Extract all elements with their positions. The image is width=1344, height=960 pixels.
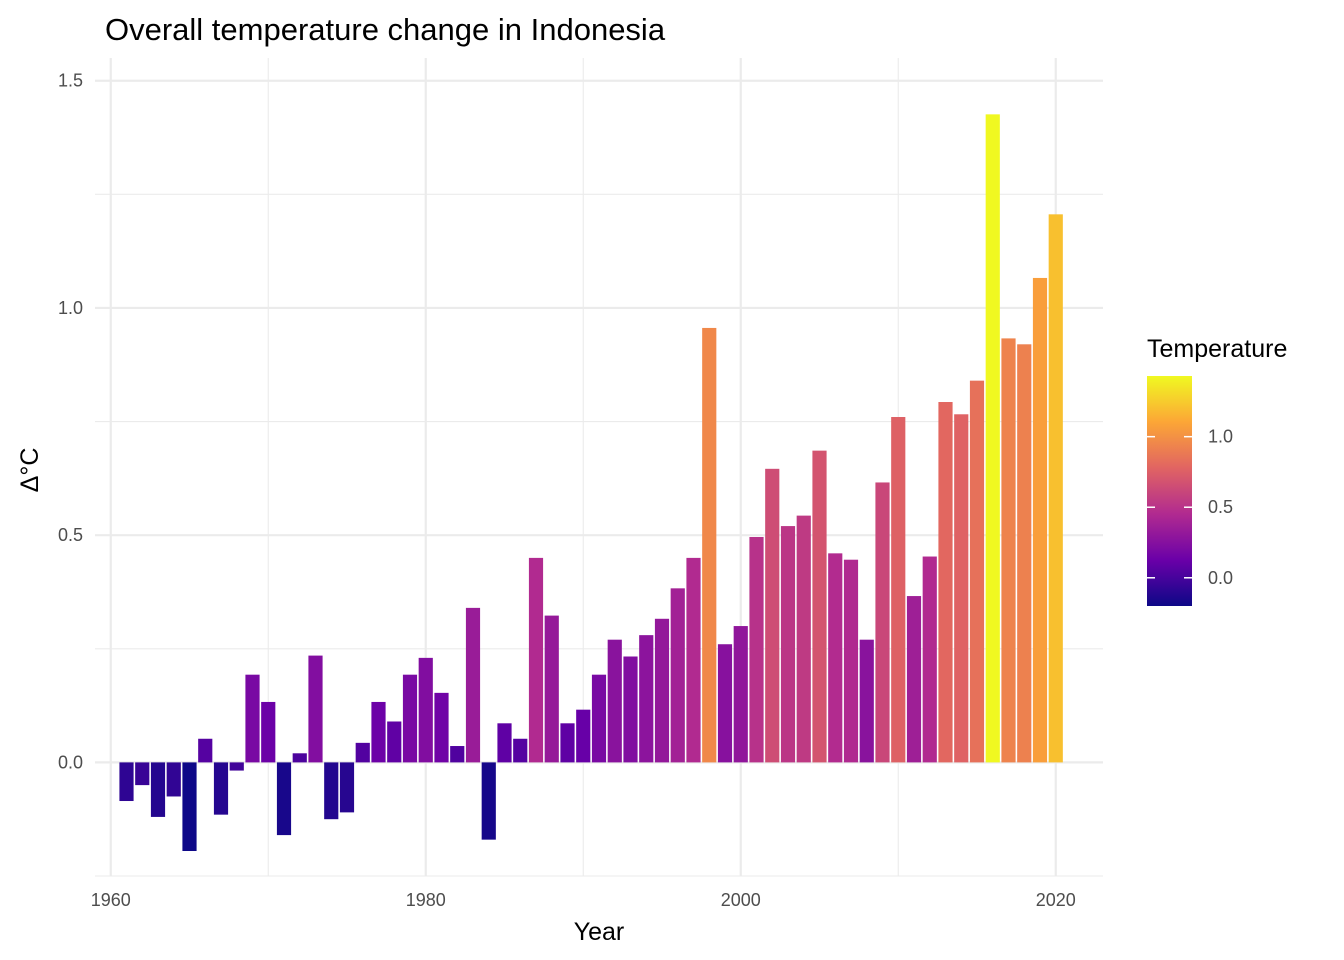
- bar: [198, 738, 213, 763]
- y-axis-ticks: 0.0 0.5 1.0 1.5: [58, 71, 83, 773]
- x-tick-label: 1980: [406, 890, 446, 910]
- y-tick-label: 0.5: [58, 525, 83, 545]
- bar: [607, 639, 622, 763]
- y-axis-title: Δ°C: [16, 448, 44, 493]
- bar: [954, 414, 969, 763]
- bar: [135, 762, 150, 786]
- bar: [119, 762, 134, 802]
- bar: [717, 644, 733, 763]
- bar: [639, 635, 654, 763]
- bar: [513, 738, 528, 763]
- bar: [702, 327, 717, 763]
- legend-tick-label: 0.0: [1208, 568, 1233, 588]
- bar: [938, 402, 953, 763]
- bar: [828, 553, 843, 763]
- bar: [623, 656, 638, 763]
- bar: [229, 762, 244, 771]
- bar: [560, 723, 575, 763]
- y-tick-label: 0.0: [58, 752, 83, 772]
- bar: [418, 657, 433, 763]
- bar: [765, 468, 780, 763]
- bar: [182, 762, 197, 852]
- legend: Temperature 0.0 0.5 1.0: [1147, 335, 1287, 606]
- y-tick-label: 1.0: [58, 298, 83, 318]
- x-tick-label: 2020: [1036, 890, 1076, 910]
- bar: [1048, 214, 1063, 763]
- bar: [922, 556, 937, 763]
- bar: [276, 762, 292, 836]
- bar: [528, 557, 544, 763]
- bar: [749, 536, 764, 763]
- legend-tick-label: 0.5: [1208, 497, 1233, 517]
- y-tick-label: 1.5: [58, 71, 83, 91]
- bar: [402, 674, 418, 763]
- bar: [733, 626, 748, 763]
- bar: [796, 515, 811, 763]
- x-axis-title: Year: [574, 918, 625, 946]
- bar: [387, 721, 402, 763]
- bar: [780, 526, 796, 763]
- legend-tick-label: 1.0: [1208, 427, 1233, 447]
- bar: [213, 762, 229, 815]
- bar: [591, 674, 607, 763]
- bar: [308, 655, 323, 763]
- bar: [544, 615, 559, 763]
- bar: [324, 762, 339, 820]
- bar: [355, 742, 370, 763]
- bar: [150, 762, 166, 817]
- bar: [875, 482, 890, 763]
- x-tick-label: 1960: [91, 890, 131, 910]
- x-tick-label: 2000: [721, 890, 761, 910]
- legend-title: Temperature: [1147, 335, 1287, 363]
- chart-title: Overall temperature change in Indonesia: [105, 12, 666, 47]
- bar: [985, 114, 1000, 763]
- bar: [1032, 277, 1048, 763]
- bar: [465, 607, 481, 763]
- x-axis-ticks: 1960 1980 2000 2020: [91, 890, 1076, 910]
- bar: [450, 746, 465, 763]
- bar: [1001, 338, 1016, 763]
- bar: [859, 639, 874, 763]
- bar: [1017, 344, 1032, 763]
- bar: [166, 762, 181, 797]
- bar: [969, 380, 985, 763]
- bar: [371, 701, 386, 763]
- bar: [261, 701, 276, 763]
- bar: [686, 557, 701, 763]
- bar: [576, 709, 591, 763]
- bar: [339, 762, 355, 813]
- bar: [812, 450, 827, 763]
- bar: [670, 588, 685, 763]
- bar: [292, 753, 307, 763]
- bar: [906, 596, 922, 763]
- legend-ticks: 0.0 0.5 1.0: [1147, 427, 1233, 588]
- bar: [245, 674, 260, 763]
- bar: [654, 618, 670, 763]
- legend-colorbar: [1147, 376, 1192, 606]
- bar: [497, 723, 512, 763]
- bar: [843, 559, 859, 763]
- bars: [119, 114, 1063, 852]
- bar: [891, 417, 906, 763]
- bar: [481, 762, 496, 840]
- bar: [434, 692, 449, 763]
